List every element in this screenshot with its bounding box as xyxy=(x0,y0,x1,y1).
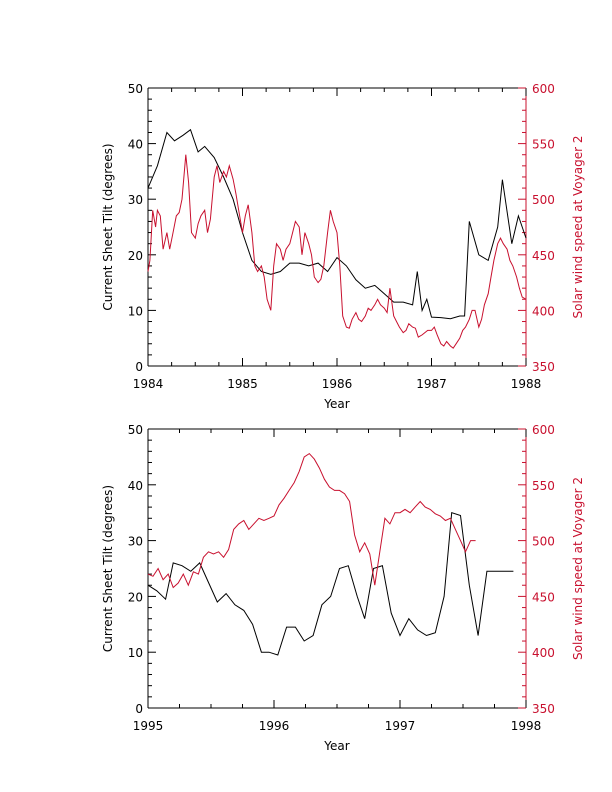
top-y-tick-label: 20 xyxy=(128,249,143,263)
top-tilt-line xyxy=(147,128,527,320)
bottom-x-tick-label: 1995 xyxy=(133,719,164,733)
top-y-tick-label: 50 xyxy=(128,82,143,96)
top-y-axis-title: Current Sheet Tilt (degrees) xyxy=(101,143,115,310)
bottom-x-tick-label: 1996 xyxy=(259,719,290,733)
top-y2-tick-label: 550 xyxy=(532,138,555,152)
bottom-y-tick-label: 30 xyxy=(128,535,143,549)
bottom-y-tick-label: 20 xyxy=(128,590,143,604)
bottom-y2-tick-label: 400 xyxy=(532,646,555,660)
top-panel: 1984 1985 1986 1987 1988 0 10 20 30 40 50 350 400 450… xyxy=(101,82,585,411)
top-x-tick-label: 1984 xyxy=(133,377,164,391)
bottom-y2-tick-label: 350 xyxy=(532,702,555,716)
top-x-tick-label: 1987 xyxy=(416,377,447,391)
top-y2-tick-label: 350 xyxy=(532,360,555,374)
bottom-speed-line xyxy=(147,452,476,589)
top-y2-tick-label: 500 xyxy=(532,193,555,207)
bottom-tilt-line xyxy=(147,512,514,656)
top-x-tick-label: 1988 xyxy=(511,377,542,391)
top-y-tick-label: 0 xyxy=(135,360,143,374)
bottom-x-tick-label: 1997 xyxy=(385,719,416,733)
top-y2-tick-label: 450 xyxy=(532,249,555,263)
bottom-x-tick-label: 1998 xyxy=(511,719,542,733)
top-y-tick-label: 10 xyxy=(128,304,143,318)
bottom-y2-tick-label: 550 xyxy=(532,479,555,493)
bottom-y2-tick-label: 500 xyxy=(532,535,555,549)
bottom-y2-tick-label: 450 xyxy=(532,590,555,604)
top-speed-line xyxy=(147,154,527,349)
bottom-y-tick-label: 50 xyxy=(128,423,143,437)
top-y2-axis-title: Solar wind speed at Voyager 2 xyxy=(571,136,585,319)
top-y2-tick-label: 600 xyxy=(532,82,555,96)
top-x-tick-label: 1986 xyxy=(322,377,353,391)
top-y-tick-label: 40 xyxy=(128,138,143,152)
bottom-y-tick-label: 10 xyxy=(128,646,143,660)
top-x-tick-label: 1985 xyxy=(227,377,258,391)
top-x-axis-title: Year xyxy=(323,397,349,411)
bottom-y-tick-label: 0 xyxy=(135,702,143,716)
top-y2-tick-label: 400 xyxy=(532,304,555,318)
bottom-y2-tick-label: 600 xyxy=(532,423,555,437)
bottom-y-axis-title: Current Sheet Tilt (degrees) xyxy=(101,485,115,652)
bottom-y2-axis-title: Solar wind speed at Voyager 2 xyxy=(571,477,585,660)
bottom-panel: 1995 1996 1997 1998 0 10 20 30 40 50 350 400 450 500 5… xyxy=(101,423,585,753)
bottom-x-axis-title: Year xyxy=(323,739,349,753)
bottom-y-tick-label: 40 xyxy=(128,479,143,493)
top-y-tick-label: 30 xyxy=(128,193,143,207)
